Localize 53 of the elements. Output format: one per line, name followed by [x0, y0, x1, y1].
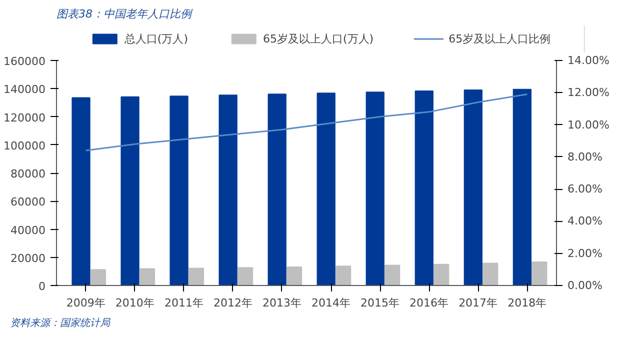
bar	[170, 96, 188, 286]
y-tick-label: 140000	[4, 83, 46, 96]
bar	[464, 90, 482, 286]
bar	[139, 268, 156, 286]
y-tick-label: 60000	[10, 196, 46, 209]
bar	[237, 267, 254, 286]
bar	[90, 269, 106, 286]
y2-tick-label: 2.00%	[568, 246, 602, 260]
bar	[335, 266, 352, 286]
y-tick-label: 100000	[4, 139, 46, 152]
y2-tick-label: 10.00%	[568, 118, 610, 132]
y-tick-label: 40000	[10, 224, 46, 237]
bar	[268, 94, 286, 286]
y-tick-label: 120000	[4, 111, 46, 124]
bar	[120, 96, 140, 286]
legend-label: 总人口(万人)	[124, 31, 188, 46]
x-tick-label: 2017年	[458, 296, 498, 310]
bar	[482, 262, 498, 286]
y2-tick-label: 6.00%	[568, 182, 602, 196]
bar	[531, 262, 548, 286]
line-series	[85, 94, 528, 152]
x-tick-label: 2014年	[312, 296, 351, 310]
x-tick-label: 2010年	[115, 296, 154, 310]
y-tick-label: 0	[38, 280, 46, 293]
bar	[414, 90, 434, 286]
bar	[316, 92, 336, 286]
bar	[72, 97, 90, 286]
x-tick-label: 2016年	[410, 296, 449, 310]
bar	[433, 264, 450, 286]
y-tick-label: 20000	[10, 252, 46, 265]
y2-tick-label: 8.00%	[568, 150, 602, 164]
text: 资料来源：国家统计局	[10, 317, 110, 331]
x-tick-label: 2009年	[66, 296, 106, 310]
y2-tick-label: 4.00%	[568, 214, 602, 228]
x-tick-label: 2013年	[262, 296, 302, 310]
bar	[512, 88, 532, 286]
bar	[218, 94, 238, 286]
x-tick-label: 2015年	[360, 296, 400, 310]
y2-tick-label: 14.00%	[568, 54, 610, 67]
chart-title: 图表38：中国老年人口比例	[56, 8, 194, 20]
bar	[384, 264, 400, 286]
legend-label: 65岁及以上人口比例	[448, 31, 551, 46]
y2-tick-label: 0.00%	[568, 279, 602, 292]
y-tick-label: 160000	[4, 55, 46, 68]
bar	[188, 268, 204, 286]
bar	[366, 92, 384, 286]
bar	[286, 266, 302, 286]
x-tick-label: 2012年	[213, 296, 252, 310]
x-tick-label: 2011年	[164, 296, 204, 310]
y-tick-label: 80000	[10, 168, 46, 180]
legend-label: 65岁及以上人口(万人)	[263, 31, 374, 46]
y2-tick-label: 12.00%	[568, 86, 610, 100]
x-tick-label: 2018年	[508, 296, 547, 310]
